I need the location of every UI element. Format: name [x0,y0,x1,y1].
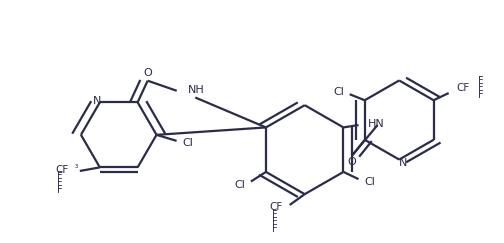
Text: F: F [478,83,484,93]
Text: O: O [143,69,152,78]
Text: F: F [57,171,62,181]
Text: F: F [272,224,277,234]
Text: NH: NH [188,85,205,95]
Text: Cl: Cl [234,180,245,190]
Text: F: F [478,90,484,100]
Text: F: F [478,76,484,86]
Text: Cl: Cl [364,177,375,187]
Text: CF: CF [456,83,469,93]
Text: CF: CF [269,202,282,212]
Text: Cl: Cl [182,138,193,148]
Text: ₃: ₃ [75,161,78,170]
Text: HN: HN [367,119,384,129]
Text: N: N [93,96,101,106]
Text: F: F [272,217,277,227]
Text: F: F [57,185,62,195]
Text: Cl: Cl [333,87,344,97]
Text: CF: CF [55,165,68,175]
Text: F: F [272,209,277,220]
Text: N: N [399,158,407,168]
Text: F: F [57,178,62,188]
Text: O: O [348,157,356,167]
